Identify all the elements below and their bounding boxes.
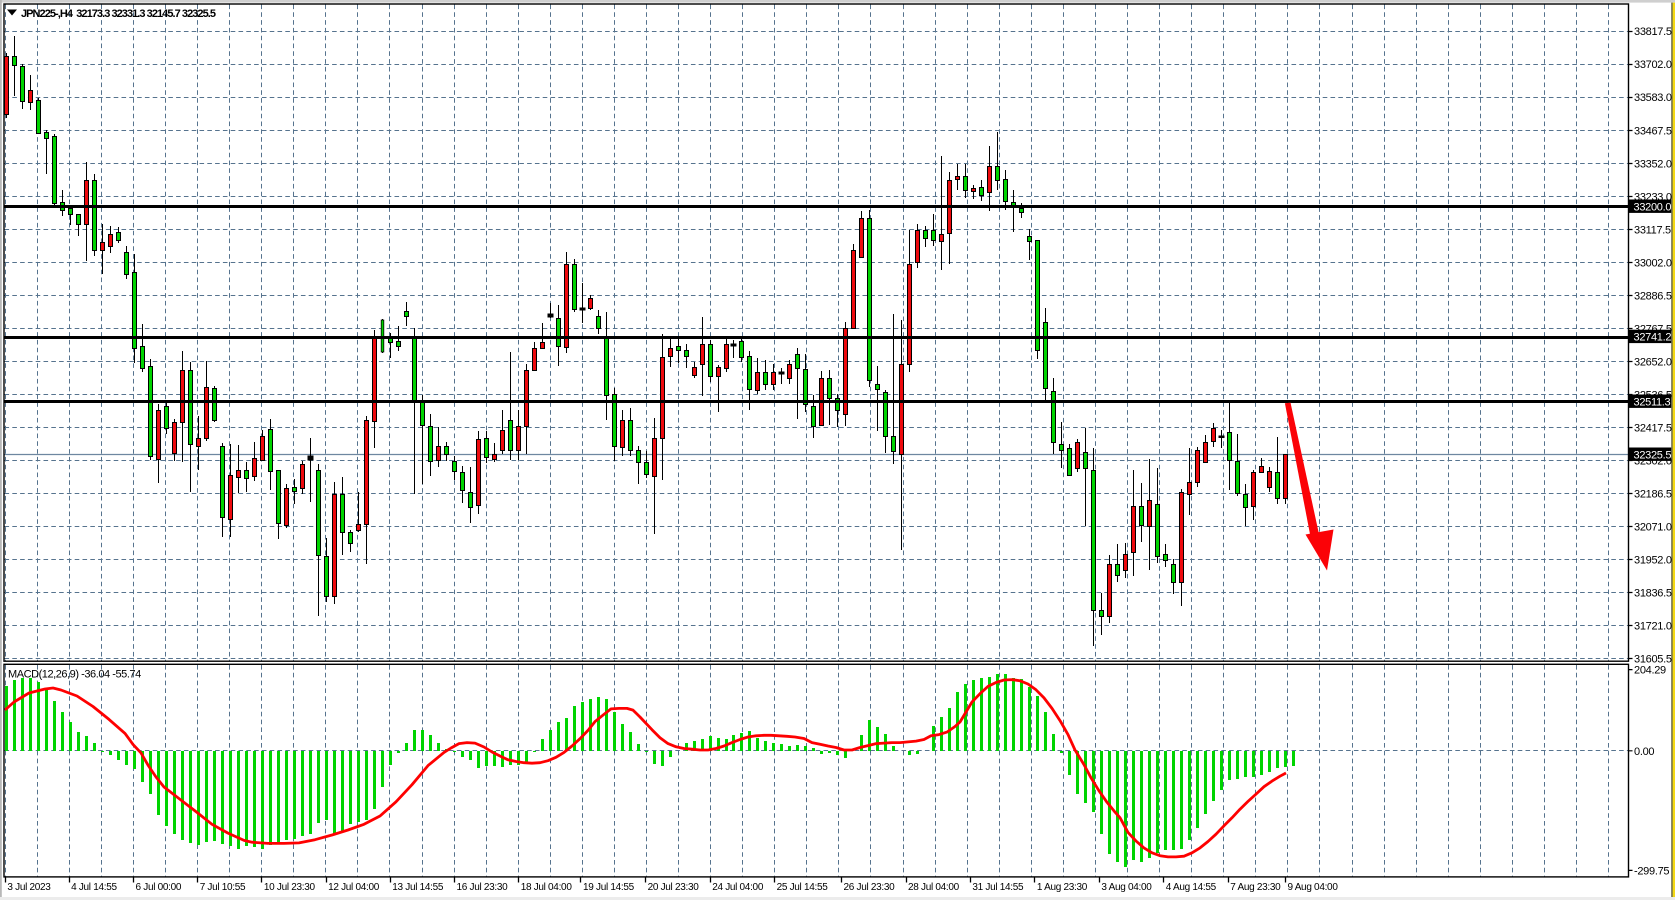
svg-text:33200.0: 33200.0 <box>1634 202 1672 214</box>
svg-text:25 Jul 14:55: 25 Jul 14:55 <box>777 882 829 893</box>
svg-text:33467.5: 33467.5 <box>1634 125 1672 137</box>
svg-text:4 Jul 14:55: 4 Jul 14:55 <box>71 882 117 893</box>
svg-text:16 Jul 23:30: 16 Jul 23:30 <box>457 882 509 893</box>
svg-text:10 Jul 23:30: 10 Jul 23:30 <box>264 882 316 893</box>
svg-text:204.29: 204.29 <box>1634 665 1666 677</box>
svg-text:31 Jul 14:55: 31 Jul 14:55 <box>972 882 1024 893</box>
svg-text:3 Jul 2023: 3 Jul 2023 <box>7 882 51 893</box>
svg-text:31605.5: 31605.5 <box>1634 654 1672 666</box>
svg-text:1 Aug 23:30: 1 Aug 23:30 <box>1037 882 1088 893</box>
svg-text:-299.75: -299.75 <box>1634 865 1669 877</box>
svg-text:19 Jul 14:55: 19 Jul 14:55 <box>583 882 635 893</box>
svg-text:32741.2: 32741.2 <box>1634 332 1672 344</box>
svg-text:7 Jul 10:55: 7 Jul 10:55 <box>200 882 246 893</box>
svg-text:31952.0: 31952.0 <box>1634 555 1672 567</box>
svg-text:12 Jul 04:00: 12 Jul 04:00 <box>328 882 380 893</box>
svg-text:MACD(12,26,9) -36.04 -55.74: MACD(12,26,9) -36.04 -55.74 <box>8 669 141 681</box>
svg-text:6 Jul 00:00: 6 Jul 00:00 <box>136 882 182 893</box>
svg-text:7 Aug 23:30: 7 Aug 23:30 <box>1230 882 1281 893</box>
svg-text:18 Jul 04:00: 18 Jul 04:00 <box>521 882 573 893</box>
svg-text:33002.0: 33002.0 <box>1634 257 1672 269</box>
svg-text:32417.5: 32417.5 <box>1634 423 1672 435</box>
svg-text:32186.5: 32186.5 <box>1634 489 1672 501</box>
svg-text:33583.0: 33583.0 <box>1634 92 1672 104</box>
svg-text:20 Jul 23:30: 20 Jul 23:30 <box>648 882 700 893</box>
svg-text:33117.5: 33117.5 <box>1634 224 1671 236</box>
svg-text:32071.0: 32071.0 <box>1634 522 1672 534</box>
svg-text:32511.3: 32511.3 <box>1634 397 1671 409</box>
svg-text:13 Jul 14:55: 13 Jul 14:55 <box>392 882 444 893</box>
svg-text:32325.5: 32325.5 <box>1634 450 1672 462</box>
svg-text:32886.5: 32886.5 <box>1634 290 1672 302</box>
svg-text:33352.0: 33352.0 <box>1634 158 1672 170</box>
svg-text:9 Aug 04:00: 9 Aug 04:00 <box>1288 882 1339 893</box>
svg-text:28 Jul 04:00: 28 Jul 04:00 <box>908 882 960 893</box>
svg-text:JPN225-,H4 32173.3 32331.3 32: JPN225-,H4 32173.3 32331.3 32145.7 32325… <box>21 8 216 20</box>
svg-text:31721.0: 31721.0 <box>1634 621 1672 633</box>
svg-text:31836.5: 31836.5 <box>1634 588 1672 600</box>
svg-text:24 Jul 04:00: 24 Jul 04:00 <box>712 882 764 893</box>
svg-text:26 Jul 23:30: 26 Jul 23:30 <box>844 882 896 893</box>
svg-text:0.00: 0.00 <box>1634 746 1654 758</box>
svg-text:33702.0: 33702.0 <box>1634 59 1672 71</box>
svg-text:33817.5: 33817.5 <box>1634 26 1672 38</box>
svg-text:4 Aug 14:55: 4 Aug 14:55 <box>1166 882 1217 893</box>
svg-text:3 Aug 04:00: 3 Aug 04:00 <box>1101 882 1152 893</box>
svg-text:32652.0: 32652.0 <box>1634 356 1672 368</box>
